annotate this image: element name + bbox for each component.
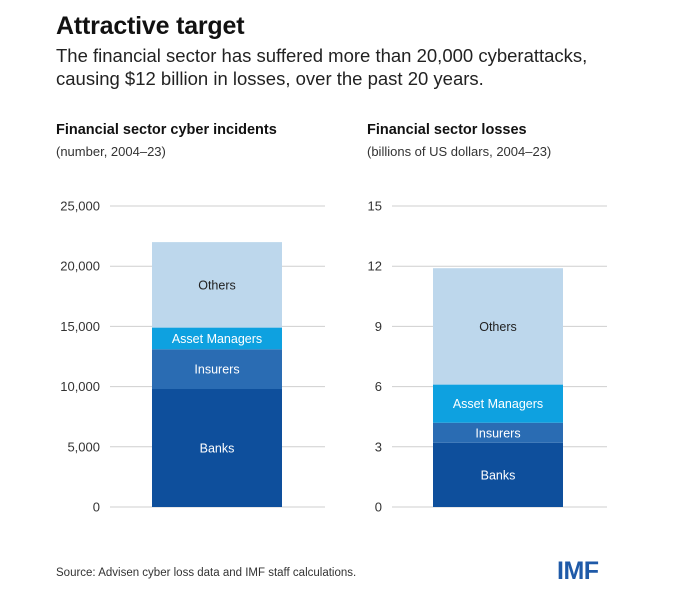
incidents-bar-segment-banks bbox=[152, 389, 282, 507]
imf-logo: IMF bbox=[557, 557, 599, 585]
incidents-y-tick-label: 10,000 bbox=[60, 379, 100, 394]
incidents-segment-label-insurers: Insurers bbox=[194, 363, 239, 377]
page-title: Attractive target bbox=[56, 12, 245, 40]
losses-y-tick-label: 6 bbox=[375, 379, 382, 394]
incidents-segment-label-banks: Banks bbox=[200, 442, 235, 456]
losses-bar-segment-asset-managers bbox=[433, 384, 563, 423]
incidents-bar-segment-others bbox=[152, 242, 282, 328]
incidents-y-tick-label: 25,000 bbox=[60, 199, 100, 214]
losses-bar-segment-insurers bbox=[433, 422, 563, 443]
left-panel-title: Financial sector cyber incidents bbox=[56, 122, 277, 138]
source-note: Source: Advisen cyber loss data and IMF … bbox=[56, 567, 357, 579]
right-panel-subtitle: (billions of US dollars, 2004–23) bbox=[367, 144, 552, 159]
incidents-y-tick-label: 15,000 bbox=[60, 319, 100, 334]
incidents-y-tick-label: 0 bbox=[93, 500, 100, 515]
incidents-y-tick-label: 5,000 bbox=[67, 439, 100, 454]
right-panel-title: Financial sector losses bbox=[367, 122, 527, 138]
losses-y-tick-label: 15 bbox=[368, 199, 382, 214]
incidents-segment-label-others: Others bbox=[198, 278, 236, 292]
incidents-bar-segment-insurers bbox=[152, 349, 282, 390]
page-subtitle: The financial sector has suffered more t… bbox=[56, 45, 588, 89]
incidents-bar-segment-asset-managers bbox=[152, 327, 282, 350]
incidents-segment-label-asset-managers: Asset Managers bbox=[172, 332, 262, 346]
losses-segment-label-others: Others bbox=[479, 320, 517, 334]
losses-y-tick-label: 0 bbox=[375, 500, 382, 515]
losses-y-tick-label: 3 bbox=[375, 439, 382, 454]
losses-y-tick-label: 12 bbox=[368, 259, 382, 274]
incidents-y-tick-label: 20,000 bbox=[60, 259, 100, 274]
losses-y-tick-label: 9 bbox=[375, 319, 382, 334]
losses-segment-label-asset-managers: Asset Managers bbox=[453, 397, 543, 411]
losses-segment-label-insurers: Insurers bbox=[475, 426, 520, 440]
losses-bar-segment-others bbox=[433, 268, 563, 385]
losses-bar-segment-banks bbox=[433, 442, 563, 507]
losses-segment-label-banks: Banks bbox=[481, 468, 516, 482]
left-panel-subtitle: (number, 2004–23) bbox=[56, 144, 166, 159]
